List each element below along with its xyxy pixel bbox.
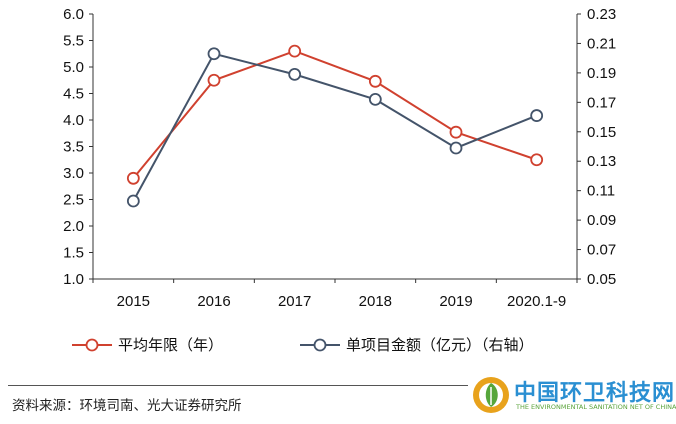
leaf-logo-icon <box>473 377 509 413</box>
right-tick-label: 0.21 <box>587 35 616 52</box>
series-1-point <box>126 171 140 185</box>
left-axis-ticks: 1.0 1.5 2.0 2.5 3.0 3.5 4.0 4.5 5.0 5.5 6.0 <box>63 6 93 288</box>
series-1-point <box>449 125 463 139</box>
x-axis-ticks: 2015 2016 2017 2018 2019 2020.1-9 <box>92 279 578 310</box>
chart-legend: 平均年限（年） 单项目金额（亿元）（右轴） <box>72 336 534 354</box>
source-divider <box>8 385 468 386</box>
right-tick-label: 0.13 <box>587 153 616 170</box>
series-1-point <box>368 74 382 88</box>
source-note: 资料来源：环境司南、光大证券研究所 <box>12 398 242 414</box>
line-chart: 1.01.52.02.53.03.54.04.55.05.56.0 0.050.… <box>63 6 616 354</box>
left-tick-label: 4.0 <box>63 112 84 129</box>
x-tick-label: 2017 <box>278 293 311 310</box>
series-1-point <box>207 73 221 87</box>
series-line-1 <box>132 50 537 179</box>
right-tick-label: 0.11 <box>587 183 615 200</box>
right-tick-label: 0.15 <box>587 124 616 141</box>
series-2-point <box>288 67 302 81</box>
left-tick-label: 3.0 <box>63 165 84 182</box>
x-tick-label: 2015 <box>117 293 150 310</box>
x-tick-label: 2018 <box>359 293 392 310</box>
right-tick-label: 0.09 <box>587 212 616 229</box>
legend-marker-1 <box>85 338 99 352</box>
right-tick-label: 0.05 <box>587 271 616 288</box>
series-2-point <box>207 47 221 61</box>
left-tick-label: 1.0 <box>63 271 84 288</box>
legend-marker-2 <box>313 338 327 352</box>
left-tick-label: 5.5 <box>63 33 84 50</box>
series-2-point <box>368 92 382 106</box>
series-2-point <box>449 141 463 155</box>
legend-label-2: 单项目金额（亿元）（右轴） <box>346 336 534 354</box>
right-tick-label: 0.19 <box>587 65 616 82</box>
series-2-point <box>126 194 140 208</box>
x-tick-label: 2020.1-9 <box>507 293 566 310</box>
x-tick-label: 2019 <box>439 293 472 310</box>
watermark-logo: 中国环卫科技网 THE ENVIRONMENTAL SANITATION NET… <box>470 374 676 416</box>
series-2-point <box>530 109 544 122</box>
watermark-text: 中国环卫科技网 <box>514 381 676 406</box>
legend-label-1: 平均年限（年） <box>118 336 223 354</box>
left-tick-label: 1.5 <box>63 245 84 262</box>
x-tick-label: 2016 <box>197 293 230 310</box>
right-tick-label: 0.23 <box>587 6 616 23</box>
chart-series <box>126 44 544 208</box>
left-tick-label: 3.5 <box>63 139 84 156</box>
left-tick-label: 2.5 <box>63 192 84 209</box>
right-axis-ticks: 0.05 0.07 0.09 0.11 0.13 0.15 0.17 0.19 0.21 0.23 <box>577 6 616 288</box>
series-1-point <box>530 153 544 167</box>
series-1-point <box>288 44 302 58</box>
series-line-2 <box>132 52 538 202</box>
chart-axes <box>92 14 578 280</box>
left-tick-label: 4.5 <box>63 86 84 103</box>
watermark-subtext: THE ENVIRONMENTAL SANITATION NET OF CHIN… <box>516 403 676 411</box>
right-tick-label: 0.17 <box>587 94 616 111</box>
left-tick-label: 6.0 <box>63 6 84 23</box>
left-tick-label: 2.0 <box>63 218 84 235</box>
left-tick-label: 5.0 <box>63 59 84 76</box>
right-tick-label: 0.07 <box>587 242 616 259</box>
